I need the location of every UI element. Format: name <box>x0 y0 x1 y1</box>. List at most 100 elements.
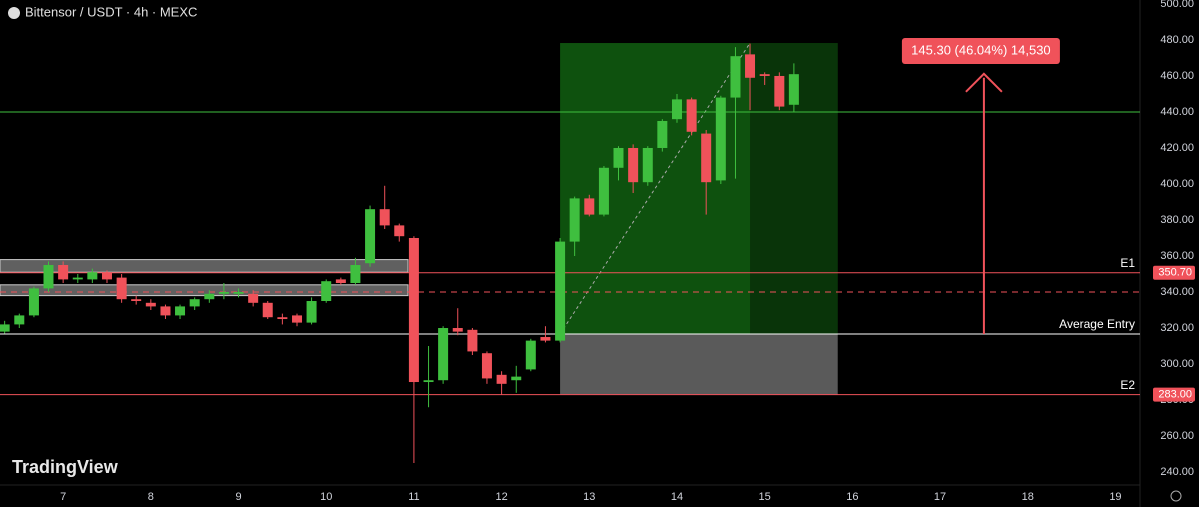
candle-body <box>175 306 186 316</box>
candle-body <box>189 299 200 307</box>
candle-body <box>730 56 741 98</box>
candle-body <box>788 74 799 105</box>
measure-arrow-head <box>965 72 1003 93</box>
y-tick-label: 400.00 <box>1160 178 1194 190</box>
candle-body <box>131 299 142 302</box>
x-tick-label: 17 <box>934 491 946 503</box>
x-tick-label: 18 <box>1022 491 1034 503</box>
candle-body <box>452 328 463 332</box>
watermark: TradingView <box>12 457 119 477</box>
candle-body <box>511 376 522 381</box>
x-tick-label: 12 <box>495 491 507 503</box>
candle-body <box>467 329 478 352</box>
x-tick-label: 9 <box>235 491 241 503</box>
candle-body <box>116 277 127 300</box>
x-tick-label: 15 <box>759 491 771 503</box>
y-tick-label: 320.00 <box>1160 322 1194 334</box>
candle-body <box>379 209 390 226</box>
price-tag <box>1153 265 1195 280</box>
y-tick-label: 380.00 <box>1160 214 1194 226</box>
candle-body <box>277 317 288 320</box>
y-tick-label: 240.00 <box>1160 466 1194 478</box>
price-tag-label: 350.70 <box>1158 267 1192 279</box>
candle-body <box>145 302 156 307</box>
candle-body <box>525 340 536 370</box>
candle-body <box>335 279 346 284</box>
candle-body <box>598 167 609 215</box>
chart-title: Bittensor / USDT · 4h · MEXC <box>25 4 197 19</box>
y-tick-label: 340.00 <box>1160 286 1194 298</box>
y-tick-label: 460.00 <box>1160 70 1194 82</box>
candle-body <box>701 133 712 183</box>
y-tick-label: 300.00 <box>1160 358 1194 370</box>
x-tick-label: 11 <box>408 491 419 503</box>
y-tick-label: 500.00 <box>1160 0 1194 10</box>
x-tick-label: 13 <box>583 491 595 503</box>
candle-body <box>613 147 624 168</box>
candle-body <box>350 265 361 284</box>
trend-line <box>559 42 751 335</box>
y-tick-label: 260.00 <box>1160 430 1194 442</box>
x-tick-label: 10 <box>320 491 332 503</box>
candle-body <box>569 198 580 242</box>
candle-body <box>423 380 434 383</box>
candle-body <box>496 374 507 384</box>
symbol-icon <box>8 7 20 19</box>
candle-body <box>14 315 25 325</box>
price-tag <box>1153 387 1195 402</box>
candle-body <box>759 74 770 76</box>
level-name: E1 <box>1120 256 1135 270</box>
candle-body <box>408 237 419 383</box>
candle-body <box>438 328 449 381</box>
candle-body <box>642 147 653 183</box>
candle-body <box>101 272 112 280</box>
candle-body <box>715 97 726 181</box>
x-tick-label: 19 <box>1109 491 1121 503</box>
candle-body <box>774 75 785 107</box>
y-tick-label: 420.00 <box>1160 142 1194 154</box>
candle-body <box>218 292 229 294</box>
candle-body <box>657 120 668 148</box>
zone <box>0 284 409 297</box>
candle-body <box>87 272 98 280</box>
candle-body <box>555 241 566 341</box>
candle-body <box>28 288 39 316</box>
candle-body <box>160 306 171 316</box>
candle-body <box>43 265 54 289</box>
stop-zone <box>560 333 838 395</box>
x-tick-label: 8 <box>148 491 154 503</box>
candle-body <box>628 147 639 183</box>
measure-box <box>901 38 1060 64</box>
candle-body <box>292 315 303 323</box>
x-tick-label: 16 <box>846 491 858 503</box>
measure-label: 145.30 (46.04%) 14,530 <box>911 42 1051 57</box>
candle-body <box>365 209 376 264</box>
candle-body <box>540 337 551 341</box>
y-tick-label: 360.00 <box>1160 250 1194 262</box>
candle-body <box>686 99 697 132</box>
x-tick-label: 14 <box>671 491 683 503</box>
candle-body <box>0 324 10 332</box>
settings-icon[interactable] <box>1170 490 1182 502</box>
candle-body <box>306 301 317 323</box>
candle-body <box>204 293 215 300</box>
candle-body <box>745 54 756 78</box>
candle-body <box>248 293 259 303</box>
candle-body <box>394 225 405 237</box>
candle-body <box>321 281 332 302</box>
candle-body <box>262 302 273 318</box>
candle-body <box>671 99 682 120</box>
candle-body <box>72 277 83 280</box>
x-tick-label: 7 <box>60 491 66 503</box>
level-name: Average Entry <box>1059 317 1135 331</box>
zone <box>0 259 409 273</box>
candle-body <box>233 292 244 294</box>
price-tag-label: 283.00 <box>1158 389 1192 401</box>
level-name: E2 <box>1120 378 1135 392</box>
candle-body <box>58 265 69 280</box>
y-tick-label: 440.00 <box>1160 106 1194 118</box>
candle-body <box>584 198 595 215</box>
y-tick-label: 480.00 <box>1160 34 1194 46</box>
candle-body <box>481 353 492 379</box>
